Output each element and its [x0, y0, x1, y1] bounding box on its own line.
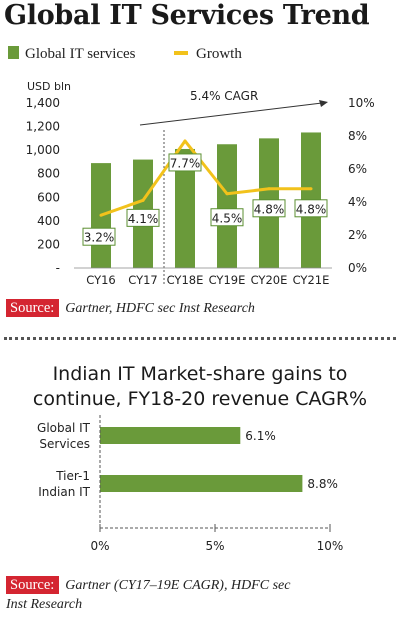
x-tick-label: 0%: [90, 539, 109, 553]
chart2-title: Indian IT Market-share gains to continue…: [0, 362, 400, 412]
legend-line-label: Growth: [196, 46, 242, 62]
growth-point: [309, 187, 313, 191]
horizontal-bar-chart: Global IT Services Tier-1 Indian IT 6.1% 8.8…: [37, 415, 344, 553]
x-tick-label: CY16: [86, 273, 116, 287]
growth-point: [99, 213, 103, 217]
source-note-1: Source: Gartner, HDFC sec Inst Research: [6, 299, 255, 317]
growth-line: [100, 139, 311, 217]
legend-item-line: Growth: [174, 46, 242, 63]
x-tick-label: CY19E: [209, 273, 246, 287]
y2-tick-label: 2%: [348, 228, 367, 242]
category-label-line: Tier-1: [55, 469, 90, 483]
data-label: 4.5%: [212, 211, 243, 225]
x-tick-label: CY21E: [293, 273, 330, 287]
growth-point: [225, 192, 229, 196]
y2-tick-label: 6%: [348, 162, 367, 176]
data-label: 4.8%: [296, 202, 327, 216]
data-label: 7.7%: [170, 156, 201, 170]
hbar: [100, 475, 303, 492]
hbar-value-label: 8.8%: [307, 477, 338, 491]
source-text-line-1: Gartner (CY17–19E CAGR), HDFC sec: [65, 578, 291, 593]
y-tick-label: 1,400: [26, 96, 60, 110]
data-label-box: [126, 208, 160, 227]
data-label: 3.2%: [84, 231, 115, 245]
bar: [175, 148, 195, 268]
category-label-line: Global IT: [37, 421, 91, 435]
y-tick-label: 1,200: [26, 120, 60, 134]
cagr-arrowhead: [319, 100, 328, 107]
x-tick-label: CY17: [128, 273, 158, 287]
data-label: 4.1%: [128, 212, 159, 226]
growth-point: [141, 198, 145, 202]
data-label: 4.8%: [254, 202, 285, 216]
growth-point: [183, 139, 187, 143]
legend-item-bars: Global IT services: [8, 46, 136, 63]
y-tick-label: 800: [37, 167, 60, 181]
y-tick-label: 200: [37, 237, 60, 251]
data-label-box: [210, 208, 244, 227]
section-divider: [4, 337, 396, 340]
data-label-box: [252, 199, 286, 218]
y-tick-label: 600: [37, 190, 60, 204]
x-tick-label: 10%: [317, 539, 344, 553]
hbar-value-label: 6.1%: [245, 429, 275, 443]
hbar: [100, 427, 241, 444]
category-label-line: Indian IT: [38, 485, 90, 499]
cagr-arrow-line: [139, 102, 323, 126]
chart-title: Global IT Services Trend: [4, 0, 370, 31]
y-tick-label: 1,000: [26, 143, 60, 157]
category-label-line: Services: [39, 437, 90, 451]
data-label-box: [168, 153, 202, 172]
y2-tick-label: 4%: [348, 195, 367, 209]
source-tag: Source:: [6, 576, 60, 594]
y-tick-label: -: [56, 261, 60, 275]
source-text: Gartner, HDFC sec Inst Research: [65, 301, 255, 316]
chart2-title-line-1: Indian IT Market-share gains to: [52, 363, 348, 385]
x-tick-label: CY20E: [251, 273, 288, 287]
y2-tick-label: 8%: [348, 129, 367, 143]
x-tick-label: 5%: [205, 539, 224, 553]
data-label-box: [82, 227, 116, 246]
source-text-line-2: Inst Research: [6, 597, 83, 612]
x-tick-label: CY18E: [167, 273, 204, 287]
legend-line-swatch: [174, 51, 188, 55]
data-label-box: [294, 199, 328, 218]
chart2-title-line-2: continue, FY18-20 revenue CAGR%: [32, 388, 368, 410]
legend-bar-label: Global IT services: [25, 46, 136, 62]
bar: [217, 144, 237, 268]
legend-bar-swatch: [8, 46, 19, 59]
growth-point: [267, 187, 271, 191]
cagr-annotation: 5.4% CAGR: [190, 89, 258, 103]
combo-chart: USD bln 5.4% CAGR 3.2% 4.1% 7.7% 4.5% 4.8% 4.8…: [26, 80, 375, 287]
source-note-2: Source: Gartner (CY17–19E CAGR), HDFC sec…: [6, 576, 291, 613]
y2-tick-label: 0%: [348, 261, 367, 275]
y-tick-label: 400: [37, 214, 60, 228]
source-tag: Source:: [6, 299, 60, 317]
y-axis-label: USD bln: [27, 80, 71, 93]
y2-tick-label: 10%: [348, 96, 375, 110]
